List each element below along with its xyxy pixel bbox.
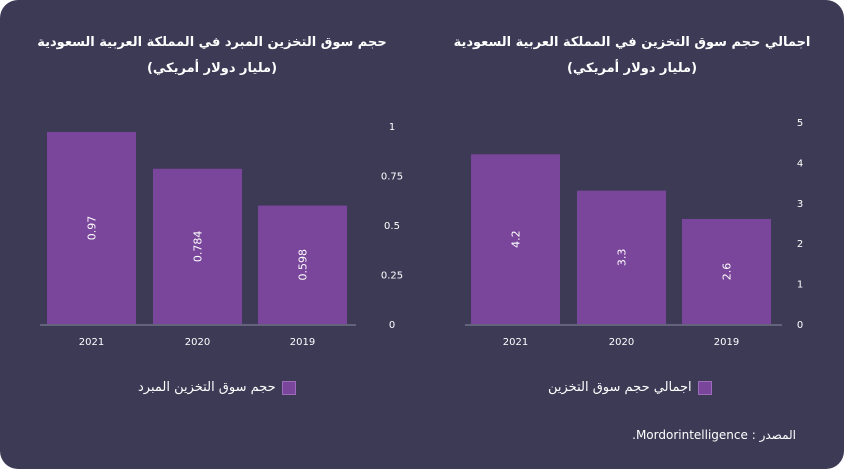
cold-y-tick-label: 0.25 [381, 271, 403, 282]
source-note: المصدر : Mordorintelligence. [632, 428, 796, 442]
legend-total: اجمالي حجم سوق التخزين [548, 380, 712, 395]
chart-title-total: اجمالي حجم سوق التخزين في المملكة العربي… [430, 30, 834, 82]
chart-title-cold: حجم سوق التخزين المبرد في المملكة العربي… [10, 30, 414, 82]
chart-title-cold-line2: (مليار دولار أمريكي) [146, 61, 278, 76]
total-y-tick-label: 5 [797, 118, 803, 129]
total-bar-value-label: 3.3 [616, 249, 629, 267]
cold-y-tick-label: 0.75 [381, 172, 403, 183]
total-x-tick-label: 2020 [609, 337, 634, 348]
cold-y-tick-label: 0 [389, 320, 395, 331]
chart-title-total-line1: اجمالي حجم سوق التخزين في المملكة العربي… [453, 35, 811, 50]
legend-cold: حجم سوق التخزين المبرد [138, 380, 296, 395]
cold-x-tick-label: 2021 [79, 337, 104, 348]
legend-total-swatch [697, 380, 712, 395]
chart-title-cold-line1: حجم سوق التخزين المبرد في المملكة العربي… [37, 35, 387, 50]
cold-bar-2021 [47, 131, 136, 324]
chart-title-total-line2: (مليار دولار أمريكي) [566, 61, 698, 76]
total-bar-value-label: 2.6 [721, 263, 734, 281]
legend-cold-label: حجم سوق التخزين المبرد [138, 380, 276, 395]
cold-bar-2020 [153, 168, 242, 324]
cold-x-tick-label: 2020 [185, 337, 210, 348]
total-bar-2021 [471, 154, 560, 324]
total-x-tick-label: 2021 [503, 337, 528, 348]
legend-cold-swatch [281, 380, 296, 395]
cold-y-tick-label: 0.5 [384, 221, 400, 232]
total-y-tick-label: 1 [797, 280, 803, 291]
total-bar-2019 [682, 218, 771, 324]
cold-bar-value-label: 0.97 [86, 216, 99, 241]
total-y-tick-label: 0 [797, 320, 803, 331]
total-y-tick-label: 3 [797, 199, 803, 210]
cold-x-tick-label: 2019 [290, 337, 315, 348]
total-y-tick-label: 4 [797, 158, 803, 169]
total-x-tick-label: 2019 [714, 337, 739, 348]
cold-bar-value-label: 0.598 [297, 249, 310, 281]
cold-y-tick-label: 1 [389, 122, 395, 133]
total-bar-value-label: 4.2 [510, 230, 523, 248]
legend-total-label: اجمالي حجم سوق التخزين [548, 380, 692, 395]
total-bar-2020 [577, 190, 666, 324]
total-y-tick-label: 2 [797, 239, 803, 250]
cold-bar-value-label: 0.784 [192, 231, 205, 263]
cold-bar-2019 [258, 205, 347, 324]
